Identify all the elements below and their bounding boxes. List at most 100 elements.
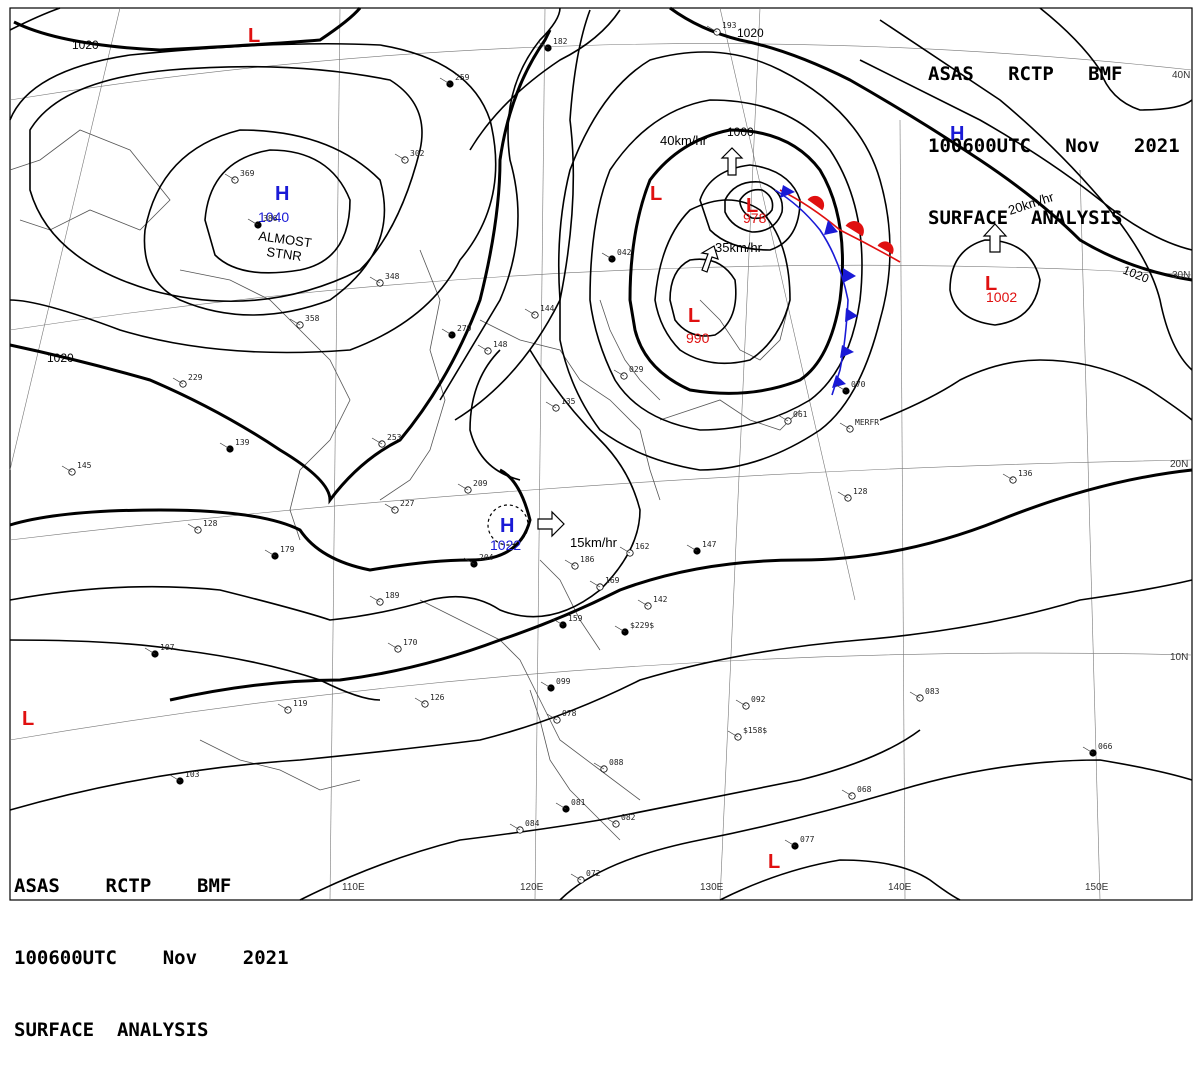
station-wind-barb	[219, 442, 231, 450]
station-wind-barb	[477, 344, 489, 352]
motion-arrows	[537, 147, 1008, 538]
cold-front-barb	[824, 220, 838, 235]
system-letter-l-south: L	[768, 851, 780, 873]
station-pressure-label: 159	[568, 614, 583, 623]
station-pressure-label: 145	[77, 461, 92, 470]
system-letter-l-sw: L	[22, 708, 34, 730]
station-wind-barb	[169, 774, 181, 782]
motion-label-40: 40km/hr	[660, 133, 708, 148]
station-pressure-label: 139	[235, 438, 250, 447]
warm-front-line	[779, 189, 901, 263]
motion-label-15: 15km/hr	[570, 535, 618, 550]
station-pressure-label: $229$	[630, 621, 654, 630]
station-wind-barb	[187, 523, 199, 531]
station-wind-barb	[509, 823, 521, 831]
station-wind-barb	[546, 713, 558, 721]
station-wind-barb	[457, 483, 469, 491]
warm-front-bump	[877, 241, 894, 255]
station-pressure-label: 227	[400, 499, 415, 508]
motion-arrow-40	[720, 147, 744, 176]
station-pressure-label: 144	[540, 304, 555, 313]
station-pressure-label: 204	[479, 553, 494, 562]
station-wind-barb	[835, 384, 847, 392]
high-1022-marker	[487, 504, 529, 546]
motion-arrow-35	[700, 245, 719, 273]
cold-front-line	[774, 189, 849, 396]
station-wind-barb	[784, 839, 796, 847]
motion-arrow-15	[537, 510, 565, 538]
station-wind-barb	[841, 789, 853, 797]
station-wind-barb	[289, 318, 301, 326]
station-pressure-label: 107	[160, 643, 175, 652]
station-wind-barb	[463, 557, 475, 565]
station-wind-barb	[637, 599, 649, 607]
station-wind-barb	[706, 25, 718, 33]
station-wind-barb	[727, 730, 739, 738]
isobars	[9, 6, 1193, 901]
station-wind-barb	[605, 817, 617, 825]
station-pressure-label: 128	[853, 487, 868, 496]
lat-label-10n: 10N	[1170, 652, 1188, 663]
lon-label-120e: 120E	[520, 882, 544, 893]
system-value-h-1022: 1022	[490, 537, 521, 553]
station-plots: 259 302 369 386 348 358 279 229 253 139 145 128 179 2…	[61, 21, 1113, 884]
station-pressure-label: 078	[562, 709, 577, 718]
station-wind-barb	[564, 559, 576, 567]
lat-label-20n: 20N	[1170, 459, 1188, 470]
station-pressure-label: $158$	[743, 726, 767, 735]
header-top-line1: ASAS RCTP BMF	[928, 63, 1123, 85]
lon-label-110e: 110E	[342, 882, 365, 893]
station-pressure-label: 369	[240, 169, 255, 178]
header-top: ASAS RCTP BMF 100600UTC Nov 2021 SURFACE…	[928, 14, 1180, 254]
station-wind-barb	[614, 625, 626, 633]
cold-front-barb	[843, 268, 856, 283]
station-pressure-label: MERFR	[855, 418, 879, 427]
system-value-l-990: 990	[686, 330, 710, 346]
annotation-almost: ALMOST	[258, 228, 313, 250]
graticule	[9, 7, 1193, 901]
pressure-systems: H 1040 H 1022 H L 990 L 978 L 1002 L L L…	[22, 25, 1017, 873]
station-pressure-label: 088	[609, 758, 624, 767]
motion-arrow-20	[982, 223, 1008, 253]
station-pressure-label: 068	[857, 785, 872, 794]
station-pressure-label: 142	[653, 595, 668, 604]
station-wind-barb	[172, 377, 184, 385]
header-bottom-line1: ASAS RCTP BMF	[14, 875, 232, 897]
system-letter-l-1002: L	[985, 273, 997, 295]
station-pressure-label: 066	[1098, 742, 1113, 751]
weather-map: 1020 1020 1020 1020 1000 H 1040 H 1022 H…	[9, 6, 1193, 901]
station-pressure-label: 084	[525, 819, 540, 828]
station-wind-barb	[524, 308, 536, 316]
station-wind-barb	[570, 873, 582, 881]
front-lines	[774, 185, 901, 396]
station-wind-barb	[909, 691, 921, 699]
station-pressure-label: 081	[571, 798, 586, 807]
annotation-stnr: STNR	[266, 244, 303, 264]
system-letter-l-990: L	[688, 305, 700, 327]
station-pressure-label: 253	[387, 433, 402, 442]
cold-front-barb	[780, 185, 795, 198]
isobar-label-1020-w: 1020	[47, 351, 74, 365]
station-wind-barb	[439, 77, 451, 85]
station-pressure-label: 135	[561, 397, 576, 406]
station-wind-barb	[247, 218, 259, 226]
lon-label-150e: 150E	[1085, 882, 1109, 893]
system-letter-l-978: L	[746, 195, 758, 217]
station-wind-barb	[735, 699, 747, 707]
system-letter-h-1040: H	[275, 183, 289, 205]
station-wind-barb	[61, 465, 73, 473]
station-pressure-label: 186	[580, 555, 595, 564]
station-pressure-label: 170	[403, 638, 418, 647]
station-wind-barb	[414, 697, 426, 705]
station-pressure-label: 229	[188, 373, 203, 382]
latitude-labels: 40N 30N 20N 10N	[1170, 70, 1190, 663]
warm-front-bump	[807, 195, 825, 211]
header-bottom-line2: 100600UTC Nov 2021	[14, 947, 289, 969]
isobar-label-1020-nw: 1020	[72, 38, 99, 52]
cold-front-barb	[845, 308, 858, 322]
system-value-h-1040: 1040	[258, 209, 289, 225]
station-pressure-label: 259	[455, 73, 470, 82]
station-pressure-label: 029	[629, 365, 644, 374]
station-wind-barb	[839, 422, 851, 430]
station-pressure-label: 169	[605, 576, 620, 585]
